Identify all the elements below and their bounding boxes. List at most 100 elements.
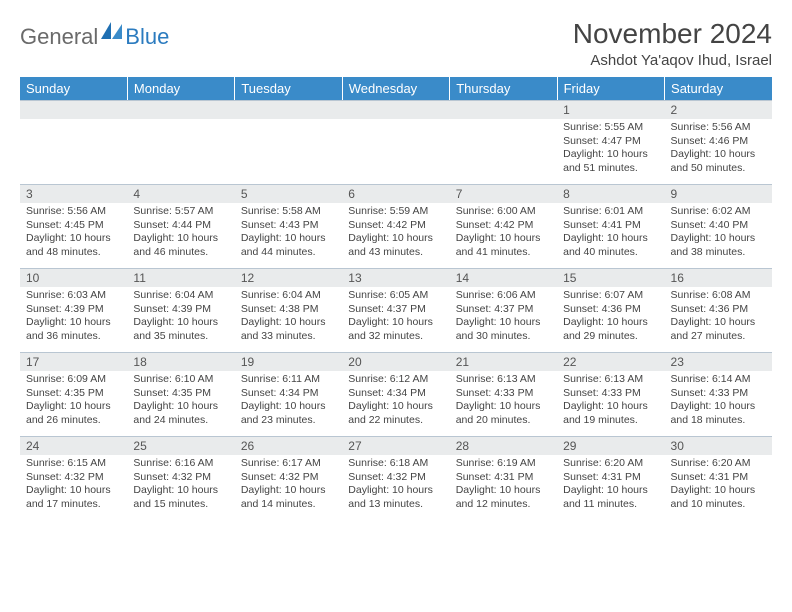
calendar-day-cell: 13Sunrise: 6:05 AMSunset: 4:37 PMDayligh… (342, 268, 449, 352)
sunrise-line: Sunrise: 6:14 AM (671, 373, 766, 387)
day-number: 3 (20, 184, 127, 203)
calendar-day-cell: 5 Sunrise: 5:58 AMSunset: 4:43 PMDaylight… (235, 184, 342, 268)
calendar-day-cell: 16Sunrise: 6:08 AMSunset: 4:36 PMDayligh… (665, 268, 772, 352)
day-number: 11 (127, 268, 234, 287)
day-number: 23 (665, 352, 772, 371)
day-number: 18 (127, 352, 234, 371)
day-number: 24 (20, 436, 127, 455)
daylight-line: Daylight: 10 hours and 46 minutes. (133, 232, 228, 259)
sunset-line: Sunset: 4:36 PM (671, 303, 766, 317)
day-body: Sunrise: 6:03 AMSunset: 4:39 PMDaylight:… (20, 287, 127, 348)
day-number: 21 (450, 352, 557, 371)
calendar-table: Sunday Monday Tuesday Wednesday Thursday… (20, 77, 772, 520)
day-number: 17 (20, 352, 127, 371)
sunrise-line: Sunrise: 6:17 AM (241, 457, 336, 471)
sunset-line: Sunset: 4:33 PM (456, 387, 551, 401)
calendar-day-cell: 18Sunrise: 6:10 AMSunset: 4:35 PMDayligh… (127, 352, 234, 436)
daylight-line: Daylight: 10 hours and 11 minutes. (563, 484, 658, 511)
day-number: 7 (450, 184, 557, 203)
daylight-line: Daylight: 10 hours and 44 minutes. (241, 232, 336, 259)
day-number-empty (342, 100, 449, 119)
daylight-line: Daylight: 10 hours and 26 minutes. (26, 400, 121, 427)
sunset-line: Sunset: 4:43 PM (241, 219, 336, 233)
sunset-line: Sunset: 4:37 PM (456, 303, 551, 317)
calendar-day-cell (450, 100, 557, 184)
daylight-line: Daylight: 10 hours and 29 minutes. (563, 316, 658, 343)
calendar-day-cell: 29Sunrise: 6:20 AMSunset: 4:31 PMDayligh… (557, 436, 664, 520)
sunset-line: Sunset: 4:42 PM (456, 219, 551, 233)
daylight-line: Daylight: 10 hours and 38 minutes. (671, 232, 766, 259)
calendar-day-cell: 3Sunrise: 5:56 AMSunset: 4:45 PMDaylight… (20, 184, 127, 268)
day-number: 6 (342, 184, 449, 203)
calendar-day-cell (20, 100, 127, 184)
sunrise-line: Sunrise: 6:07 AM (563, 289, 658, 303)
sunset-line: Sunset: 4:33 PM (671, 387, 766, 401)
daylight-line: Daylight: 10 hours and 20 minutes. (456, 400, 551, 427)
sunset-line: Sunset: 4:33 PM (563, 387, 658, 401)
day-body: Sunrise: 6:05 AMSunset: 4:37 PMDaylight:… (342, 287, 449, 348)
sunset-line: Sunset: 4:38 PM (241, 303, 336, 317)
calendar-day-cell: 2Sunrise: 5:56 AMSunset: 4:46 PMDaylight… (665, 100, 772, 184)
sunset-line: Sunset: 4:31 PM (671, 471, 766, 485)
sunset-line: Sunset: 4:36 PM (563, 303, 658, 317)
sunrise-line: Sunrise: 6:15 AM (26, 457, 121, 471)
daylight-line: Daylight: 10 hours and 24 minutes. (133, 400, 228, 427)
daylight-line: Daylight: 10 hours and 12 minutes. (456, 484, 551, 511)
daylight-line: Daylight: 10 hours and 15 minutes. (133, 484, 228, 511)
day-number-empty (235, 100, 342, 119)
calendar-week-row: 17Sunrise: 6:09 AMSunset: 4:35 PMDayligh… (20, 352, 772, 436)
day-body: Sunrise: 5:59 AMSunset: 4:42 PMDaylight:… (342, 203, 449, 264)
day-number: 28 (450, 436, 557, 455)
sunrise-line: Sunrise: 6:06 AM (456, 289, 551, 303)
daylight-line: Daylight: 10 hours and 10 minutes. (671, 484, 766, 511)
calendar-day-cell: 6Sunrise: 5:59 AMSunset: 4:42 PMDaylight… (342, 184, 449, 268)
calendar-day-cell: 17Sunrise: 6:09 AMSunset: 4:35 PMDayligh… (20, 352, 127, 436)
daylight-line: Daylight: 10 hours and 14 minutes. (241, 484, 336, 511)
day-body: Sunrise: 5:56 AMSunset: 4:45 PMDaylight:… (20, 203, 127, 264)
sunset-line: Sunset: 4:32 PM (26, 471, 121, 485)
calendar-day-cell (235, 100, 342, 184)
daylight-line: Daylight: 10 hours and 48 minutes. (26, 232, 121, 259)
sunrise-line: Sunrise: 6:09 AM (26, 373, 121, 387)
day-body: Sunrise: 6:14 AMSunset: 4:33 PMDaylight:… (665, 371, 772, 432)
sunrise-line: Sunrise: 6:03 AM (26, 289, 121, 303)
logo: General Blue (20, 18, 169, 50)
calendar-day-cell: 7Sunrise: 6:00 AMSunset: 4:42 PMDaylight… (450, 184, 557, 268)
sunset-line: Sunset: 4:37 PM (348, 303, 443, 317)
weekday-header: Thursday (450, 77, 557, 100)
day-number: 10 (20, 268, 127, 287)
day-number: 27 (342, 436, 449, 455)
sunset-line: Sunset: 4:32 PM (348, 471, 443, 485)
day-number: 1 (557, 100, 664, 119)
day-number: 5 (235, 184, 342, 203)
calendar-page: General Blue November 2024 Ashdot Ya'aqo… (0, 0, 792, 530)
calendar-week-row: 3Sunrise: 5:56 AMSunset: 4:45 PMDaylight… (20, 184, 772, 268)
calendar-day-cell: 20Sunrise: 6:12 AMSunset: 4:34 PMDayligh… (342, 352, 449, 436)
day-body: Sunrise: 6:07 AMSunset: 4:36 PMDaylight:… (557, 287, 664, 348)
calendar-day-cell: 8Sunrise: 6:01 AMSunset: 4:41 PMDaylight… (557, 184, 664, 268)
calendar-day-cell: 11Sunrise: 6:04 AMSunset: 4:39 PMDayligh… (127, 268, 234, 352)
calendar-day-cell: 12Sunrise: 6:04 AMSunset: 4:38 PMDayligh… (235, 268, 342, 352)
sunrise-line: Sunrise: 5:56 AM (26, 205, 121, 219)
day-number: 19 (235, 352, 342, 371)
logo-text-blue: Blue (125, 24, 169, 50)
location: Ashdot Ya'aqov Ihud, Israel (573, 52, 772, 69)
sunrise-line: Sunrise: 5:58 AM (241, 205, 336, 219)
sunrise-line: Sunrise: 6:18 AM (348, 457, 443, 471)
sunrise-line: Sunrise: 6:20 AM (563, 457, 658, 471)
calendar-day-cell: 27Sunrise: 6:18 AMSunset: 4:32 PMDayligh… (342, 436, 449, 520)
calendar-day-cell: 22Sunrise: 6:13 AMSunset: 4:33 PMDayligh… (557, 352, 664, 436)
sunrise-line: Sunrise: 6:05 AM (348, 289, 443, 303)
sunset-line: Sunset: 4:31 PM (563, 471, 658, 485)
weekday-header: Saturday (665, 77, 772, 100)
sunrise-line: Sunrise: 5:55 AM (563, 121, 658, 135)
sunrise-line: Sunrise: 6:13 AM (563, 373, 658, 387)
calendar-day-cell: 25Sunrise: 6:16 AMSunset: 4:32 PMDayligh… (127, 436, 234, 520)
sunrise-line: Sunrise: 6:12 AM (348, 373, 443, 387)
weekday-header-row: Sunday Monday Tuesday Wednesday Thursday… (20, 77, 772, 100)
weekday-header: Tuesday (235, 77, 342, 100)
calendar-day-cell: 30Sunrise: 6:20 AMSunset: 4:31 PMDayligh… (665, 436, 772, 520)
calendar-day-cell: 4Sunrise: 5:57 AMSunset: 4:44 PMDaylight… (127, 184, 234, 268)
daylight-line: Daylight: 10 hours and 36 minutes. (26, 316, 121, 343)
sunset-line: Sunset: 4:47 PM (563, 135, 658, 149)
